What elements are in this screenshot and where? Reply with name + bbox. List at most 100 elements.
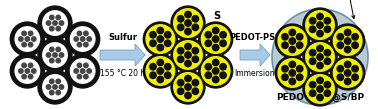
- Circle shape: [70, 27, 95, 51]
- Circle shape: [32, 69, 36, 73]
- Circle shape: [220, 72, 226, 78]
- Circle shape: [317, 22, 323, 28]
- Circle shape: [344, 46, 351, 53]
- Circle shape: [333, 59, 362, 87]
- Circle shape: [174, 73, 202, 101]
- Circle shape: [81, 37, 85, 41]
- Circle shape: [289, 70, 296, 76]
- Circle shape: [282, 74, 288, 80]
- Circle shape: [185, 92, 191, 99]
- Circle shape: [77, 74, 82, 79]
- Circle shape: [46, 85, 51, 89]
- Text: PEDOT-PSS: PEDOT-PSS: [323, 0, 370, 19]
- Circle shape: [50, 90, 54, 95]
- Circle shape: [43, 75, 67, 99]
- Circle shape: [157, 59, 164, 66]
- Circle shape: [331, 56, 365, 90]
- Circle shape: [25, 69, 29, 73]
- Circle shape: [212, 44, 219, 51]
- Circle shape: [344, 70, 351, 76]
- Circle shape: [177, 24, 184, 31]
- Circle shape: [143, 22, 177, 56]
- Circle shape: [43, 43, 67, 67]
- Circle shape: [337, 74, 344, 80]
- Circle shape: [324, 58, 331, 65]
- Circle shape: [205, 40, 212, 47]
- Circle shape: [212, 59, 219, 66]
- Circle shape: [278, 27, 307, 55]
- Circle shape: [272, 9, 368, 105]
- Circle shape: [43, 11, 67, 35]
- Circle shape: [289, 61, 296, 68]
- Circle shape: [303, 8, 337, 42]
- Circle shape: [185, 75, 191, 82]
- Circle shape: [201, 57, 230, 85]
- FancyArrow shape: [100, 44, 145, 66]
- Text: S: S: [209, 11, 221, 33]
- Text: PEDOT-PSS@S/BP: PEDOT-PSS@S/BP: [276, 93, 364, 102]
- Circle shape: [157, 44, 164, 51]
- Circle shape: [10, 22, 44, 56]
- Circle shape: [310, 26, 316, 32]
- Circle shape: [28, 31, 33, 36]
- Circle shape: [306, 11, 334, 39]
- Circle shape: [84, 74, 88, 79]
- Circle shape: [74, 69, 78, 73]
- Circle shape: [56, 79, 60, 84]
- Circle shape: [282, 66, 288, 72]
- Circle shape: [220, 40, 226, 47]
- Circle shape: [324, 18, 331, 24]
- Circle shape: [303, 40, 337, 74]
- Circle shape: [66, 54, 100, 88]
- Circle shape: [185, 60, 191, 67]
- Circle shape: [22, 63, 26, 68]
- Circle shape: [157, 76, 164, 83]
- Circle shape: [337, 42, 344, 49]
- Circle shape: [306, 43, 334, 71]
- Circle shape: [337, 34, 344, 40]
- Circle shape: [303, 72, 337, 106]
- Circle shape: [310, 90, 316, 96]
- Text: 155 °C 20 h: 155 °C 20 h: [100, 68, 145, 77]
- Circle shape: [59, 21, 64, 25]
- Circle shape: [177, 48, 184, 54]
- Circle shape: [282, 34, 288, 40]
- Circle shape: [56, 90, 60, 95]
- Circle shape: [289, 38, 296, 44]
- Circle shape: [150, 40, 156, 47]
- Circle shape: [220, 32, 226, 38]
- Circle shape: [171, 38, 205, 72]
- Circle shape: [28, 63, 33, 68]
- Circle shape: [289, 29, 296, 36]
- Circle shape: [53, 53, 57, 57]
- Circle shape: [192, 48, 198, 54]
- Circle shape: [192, 24, 198, 31]
- Circle shape: [177, 79, 184, 86]
- Circle shape: [146, 25, 175, 53]
- Text: Sulfur: Sulfur: [108, 32, 137, 42]
- Text: Immersion: Immersion: [235, 68, 275, 77]
- Circle shape: [310, 58, 316, 65]
- Circle shape: [317, 77, 323, 84]
- Circle shape: [317, 54, 323, 60]
- Circle shape: [77, 31, 82, 36]
- Circle shape: [324, 26, 331, 32]
- Circle shape: [143, 54, 177, 88]
- Circle shape: [192, 88, 198, 94]
- Circle shape: [275, 56, 309, 90]
- Circle shape: [344, 78, 351, 85]
- Circle shape: [22, 42, 26, 47]
- Text: PEDOT-PSS: PEDOT-PSS: [229, 32, 281, 42]
- Circle shape: [53, 85, 57, 89]
- Circle shape: [19, 37, 23, 41]
- Circle shape: [185, 11, 191, 18]
- Circle shape: [310, 82, 316, 88]
- Circle shape: [352, 66, 358, 72]
- Circle shape: [50, 79, 54, 84]
- Circle shape: [22, 74, 26, 79]
- Circle shape: [157, 27, 164, 34]
- Circle shape: [74, 37, 78, 41]
- Circle shape: [50, 47, 54, 52]
- Circle shape: [205, 64, 212, 70]
- FancyArrow shape: [240, 44, 270, 66]
